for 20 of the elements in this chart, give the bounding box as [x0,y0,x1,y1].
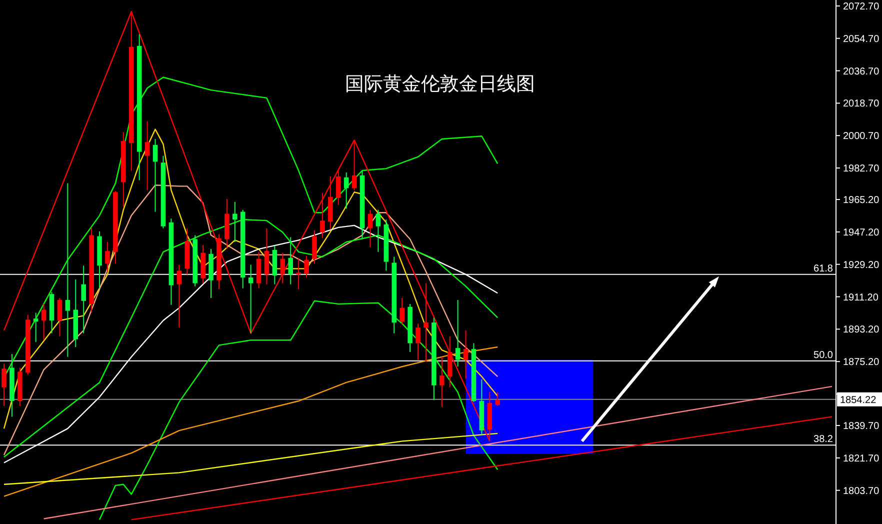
y-tick-label: 2072.70 [843,1,880,12]
text: 国际黄金伦敦金日线图 [345,74,535,95]
y-tick-label: 2018.70 [843,98,880,110]
annotation: 61.8 [814,263,834,274]
y-tick-label: 1911.20 [843,292,879,304]
y-tick-label: 1875.20 [843,357,880,368]
y-tick-label: 1821.70 [843,453,880,464]
y-tick-label: 1982.70 [843,164,880,175]
y-tick-label: 1803.70 [843,486,880,497]
y-tick-label: 2054.70 [843,34,880,45]
y-tick-label: 1839.70 [843,421,880,432]
y-tick-label: 2036.70 [843,66,880,78]
annotation: 38.2 [814,434,834,446]
y-tick-label: 1929.20 [843,260,880,271]
ref-line-label: 1854.22 [840,394,877,406]
annotation: 50.0 [814,350,834,361]
y-tick-label: 1965.20 [843,195,880,206]
y-tick-label: 1947.20 [843,227,880,238]
y-tick-label: 1893.20 [843,324,880,336]
y-tick-label: 2000.70 [843,131,880,142]
